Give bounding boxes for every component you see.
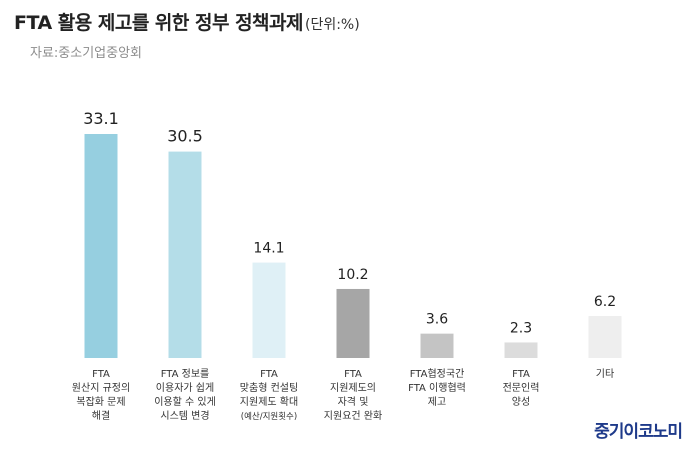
category-label: 자격 및: [338, 395, 369, 408]
data-label: 6.2: [594, 294, 616, 310]
category-label: 지원제도의: [330, 382, 376, 394]
category-label: FTA 이행협력: [408, 381, 466, 394]
category-label: (예산/지원횟수): [241, 411, 297, 422]
category-label: FTA: [92, 369, 110, 380]
category-label: 이용할 수 있게: [154, 396, 216, 408]
bar: [168, 151, 202, 358]
category-label: FTA 정보를: [161, 368, 210, 380]
bar: [336, 288, 370, 358]
data-label: 14.1: [253, 241, 284, 257]
data-label: 3.6: [426, 312, 448, 328]
category-label: 이용자가 쉽게: [156, 382, 214, 394]
category-label: 해결: [92, 409, 110, 422]
data-label: 30.5: [167, 127, 203, 146]
source-label: 자료:중소기업중앙회: [30, 46, 143, 61]
category-label: 원산지 규정의: [72, 382, 130, 394]
category-label: FTA협정국간: [410, 367, 465, 380]
bar: [252, 262, 286, 358]
data-label: 33.1: [83, 109, 119, 128]
category-label: 전문인력: [503, 382, 540, 394]
category-label: 복잡화 문제: [76, 396, 125, 408]
chart-title: FTA 활용 제고를 위한 정부 정책과제 (단위:%): [14, 8, 360, 35]
category-label: 지원제도 확대: [240, 396, 298, 408]
bar: [588, 316, 622, 358]
category-label: 기타: [596, 368, 614, 380]
category-label: 지원요건 완화: [324, 410, 382, 422]
bar: [420, 333, 454, 358]
category-label: 양성: [512, 396, 530, 408]
brand-logo: 중기이코노미: [594, 422, 683, 442]
bar: [84, 134, 118, 358]
category-label: 제고: [428, 396, 446, 408]
data-label: 10.2: [337, 267, 368, 283]
category-label: FTA: [260, 369, 278, 380]
data-label: 2.3: [510, 320, 532, 336]
category-label: FTA: [512, 369, 530, 380]
category-label: FTA: [344, 369, 362, 380]
bar: [504, 342, 538, 358]
unit-label: (단위:%): [304, 17, 360, 33]
category-label: 맞춤형 컨설팅: [240, 382, 298, 394]
category-label: 시스템 변경: [160, 409, 209, 422]
chart-title-text: FTA 활용 제고를 위한 정부 정책과제: [14, 12, 303, 34]
